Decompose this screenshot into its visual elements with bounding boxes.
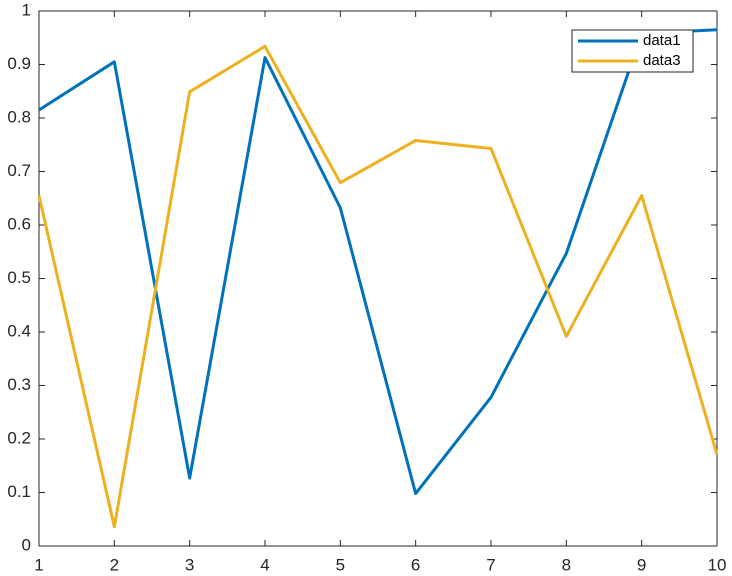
x-tick-label: 5 [336,555,345,574]
y-tick-label: 1 [22,0,31,19]
y-tick-label: 0.2 [7,428,31,447]
x-tick-label: 7 [486,555,495,574]
data-line [37,44,719,529]
legend-label: data3 [643,52,681,69]
y-tick-label: 0.6 [7,214,31,233]
y-tick-label: 0.3 [7,375,31,394]
y-tick-label: 0.1 [7,482,31,501]
x-tick-label: 9 [637,555,646,574]
y-tick-label: 0 [22,535,31,554]
legend-box [571,29,694,73]
x-tick-label: 10 [708,555,727,574]
x-tick-label: 2 [110,555,119,574]
x-tick-label: 3 [185,555,194,574]
y-tick-label: 0.8 [7,107,31,126]
y-tick-label: 0.4 [7,321,31,340]
y-tick-label: 0.9 [7,54,31,73]
legend: data1 data3 [571,29,694,73]
legend-label: data1 [643,32,681,49]
y-tick-label: 0.7 [7,161,31,180]
x-tick-label: 6 [411,555,420,574]
x-tick-label: 8 [562,555,571,574]
x-tick-label: 1 [34,555,43,574]
data-line [38,28,718,496]
plot-area [38,10,718,547]
x-tick-label: 4 [260,555,269,574]
y-tick-label: 0.5 [7,268,31,287]
